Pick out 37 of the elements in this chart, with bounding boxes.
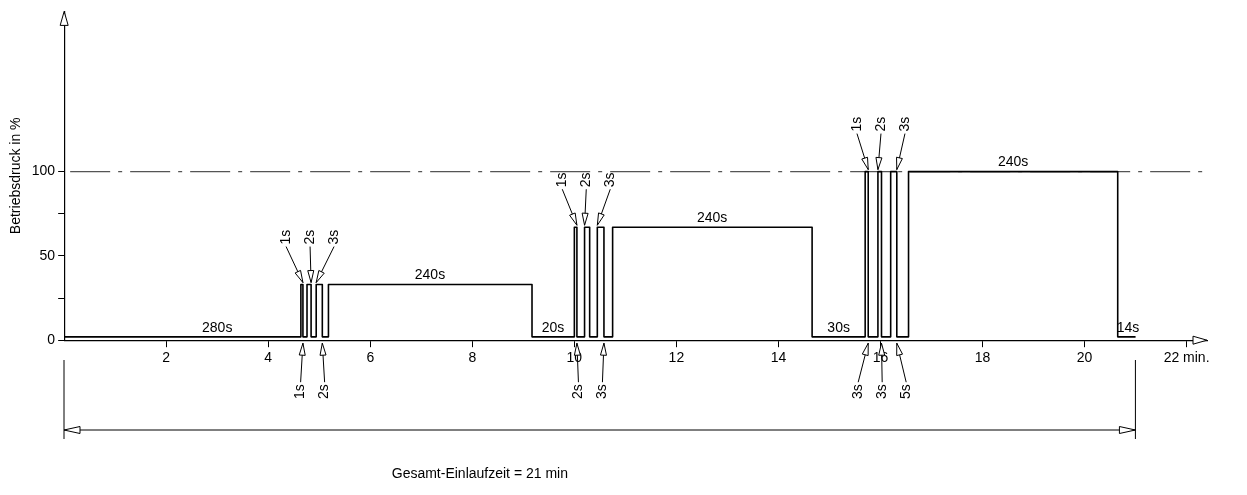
annotation: 1s <box>276 229 293 245</box>
x-tick-label: 18 <box>974 349 991 366</box>
annotation: 3s <box>601 172 618 188</box>
annotation: 20s <box>541 318 565 335</box>
x-tick-label: 14 <box>770 349 787 366</box>
y-tick-label: 0 <box>47 331 56 348</box>
annotation: 3s <box>849 384 866 399</box>
annotation: 14s <box>1116 318 1140 335</box>
x-tick-label: 22 min. <box>1163 349 1210 366</box>
y-tick-label: 100 <box>31 162 56 179</box>
annotation: 240s <box>414 266 446 283</box>
annotation: 280s <box>202 318 233 335</box>
annotation: 3s <box>593 384 610 399</box>
y-axis-title: Betriebsdruck in % <box>7 117 24 235</box>
annotation: 1s <box>291 384 308 399</box>
annotation: 240s <box>997 153 1029 170</box>
annotation: 2s <box>300 229 317 245</box>
x-tick-label: 6 <box>366 349 375 366</box>
annotation: 240s <box>696 209 728 226</box>
annotation: 5s <box>897 384 914 399</box>
annotation: 2s <box>569 384 586 399</box>
annotation: 2s <box>871 116 888 132</box>
y-tick-label: 50 <box>39 246 56 263</box>
annotation: 3s <box>895 116 912 132</box>
annotation: 2s <box>577 172 594 188</box>
annotation: 3s <box>324 229 341 245</box>
annotation: 30s <box>827 318 850 335</box>
text: Gesamt-Einlaufzeit = 21 min <box>391 465 568 482</box>
annotation: 2s <box>315 384 332 399</box>
x-tick-label: 8 <box>468 349 477 366</box>
annotation: 1s <box>847 116 864 132</box>
x-tick-label: 20 <box>1076 349 1093 366</box>
x-tick-label: 4 <box>264 349 273 366</box>
annotation: 3s <box>873 384 890 399</box>
x-tick-label: 12 <box>668 349 685 366</box>
annotation: 1s <box>553 172 570 188</box>
x-tick-label: 2 <box>162 349 171 366</box>
